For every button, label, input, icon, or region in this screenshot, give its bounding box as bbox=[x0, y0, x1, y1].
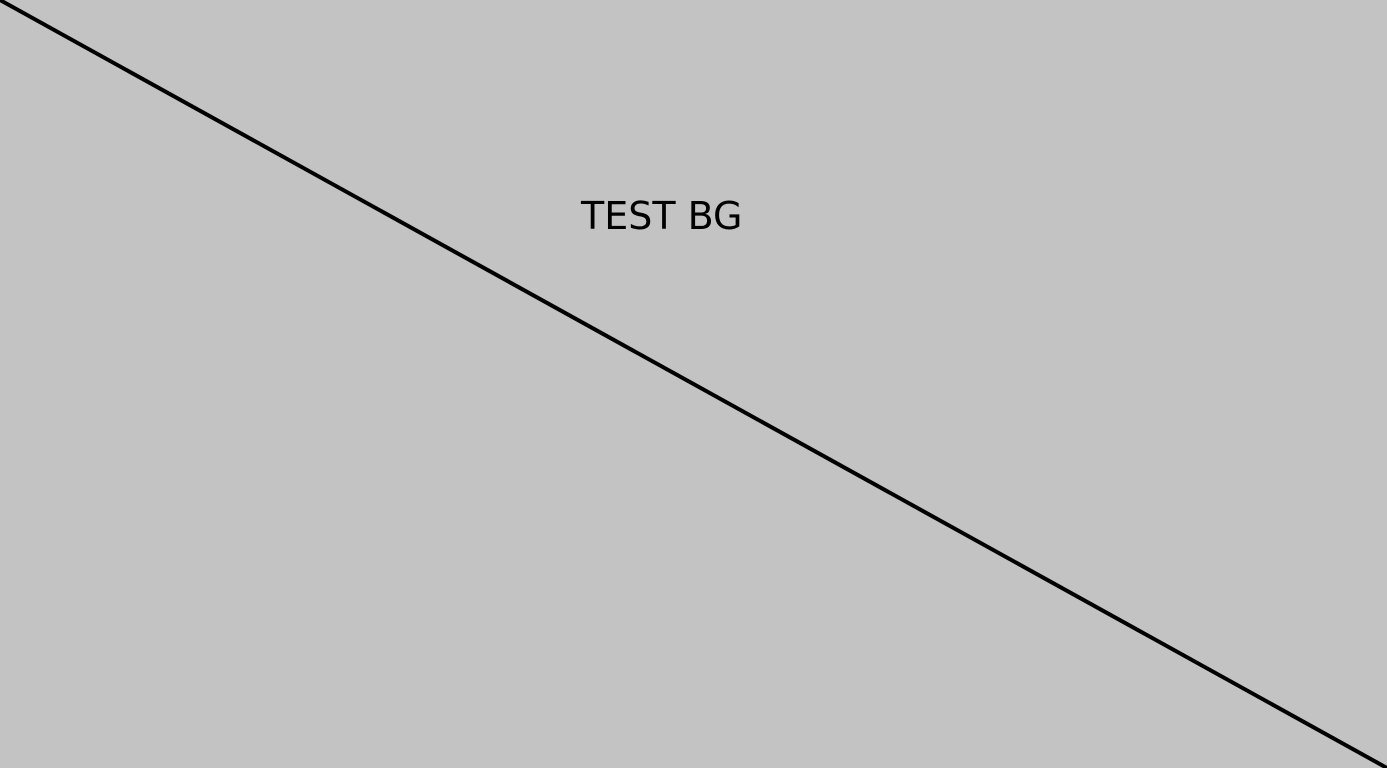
background-title: TEST BG bbox=[581, 194, 743, 238]
